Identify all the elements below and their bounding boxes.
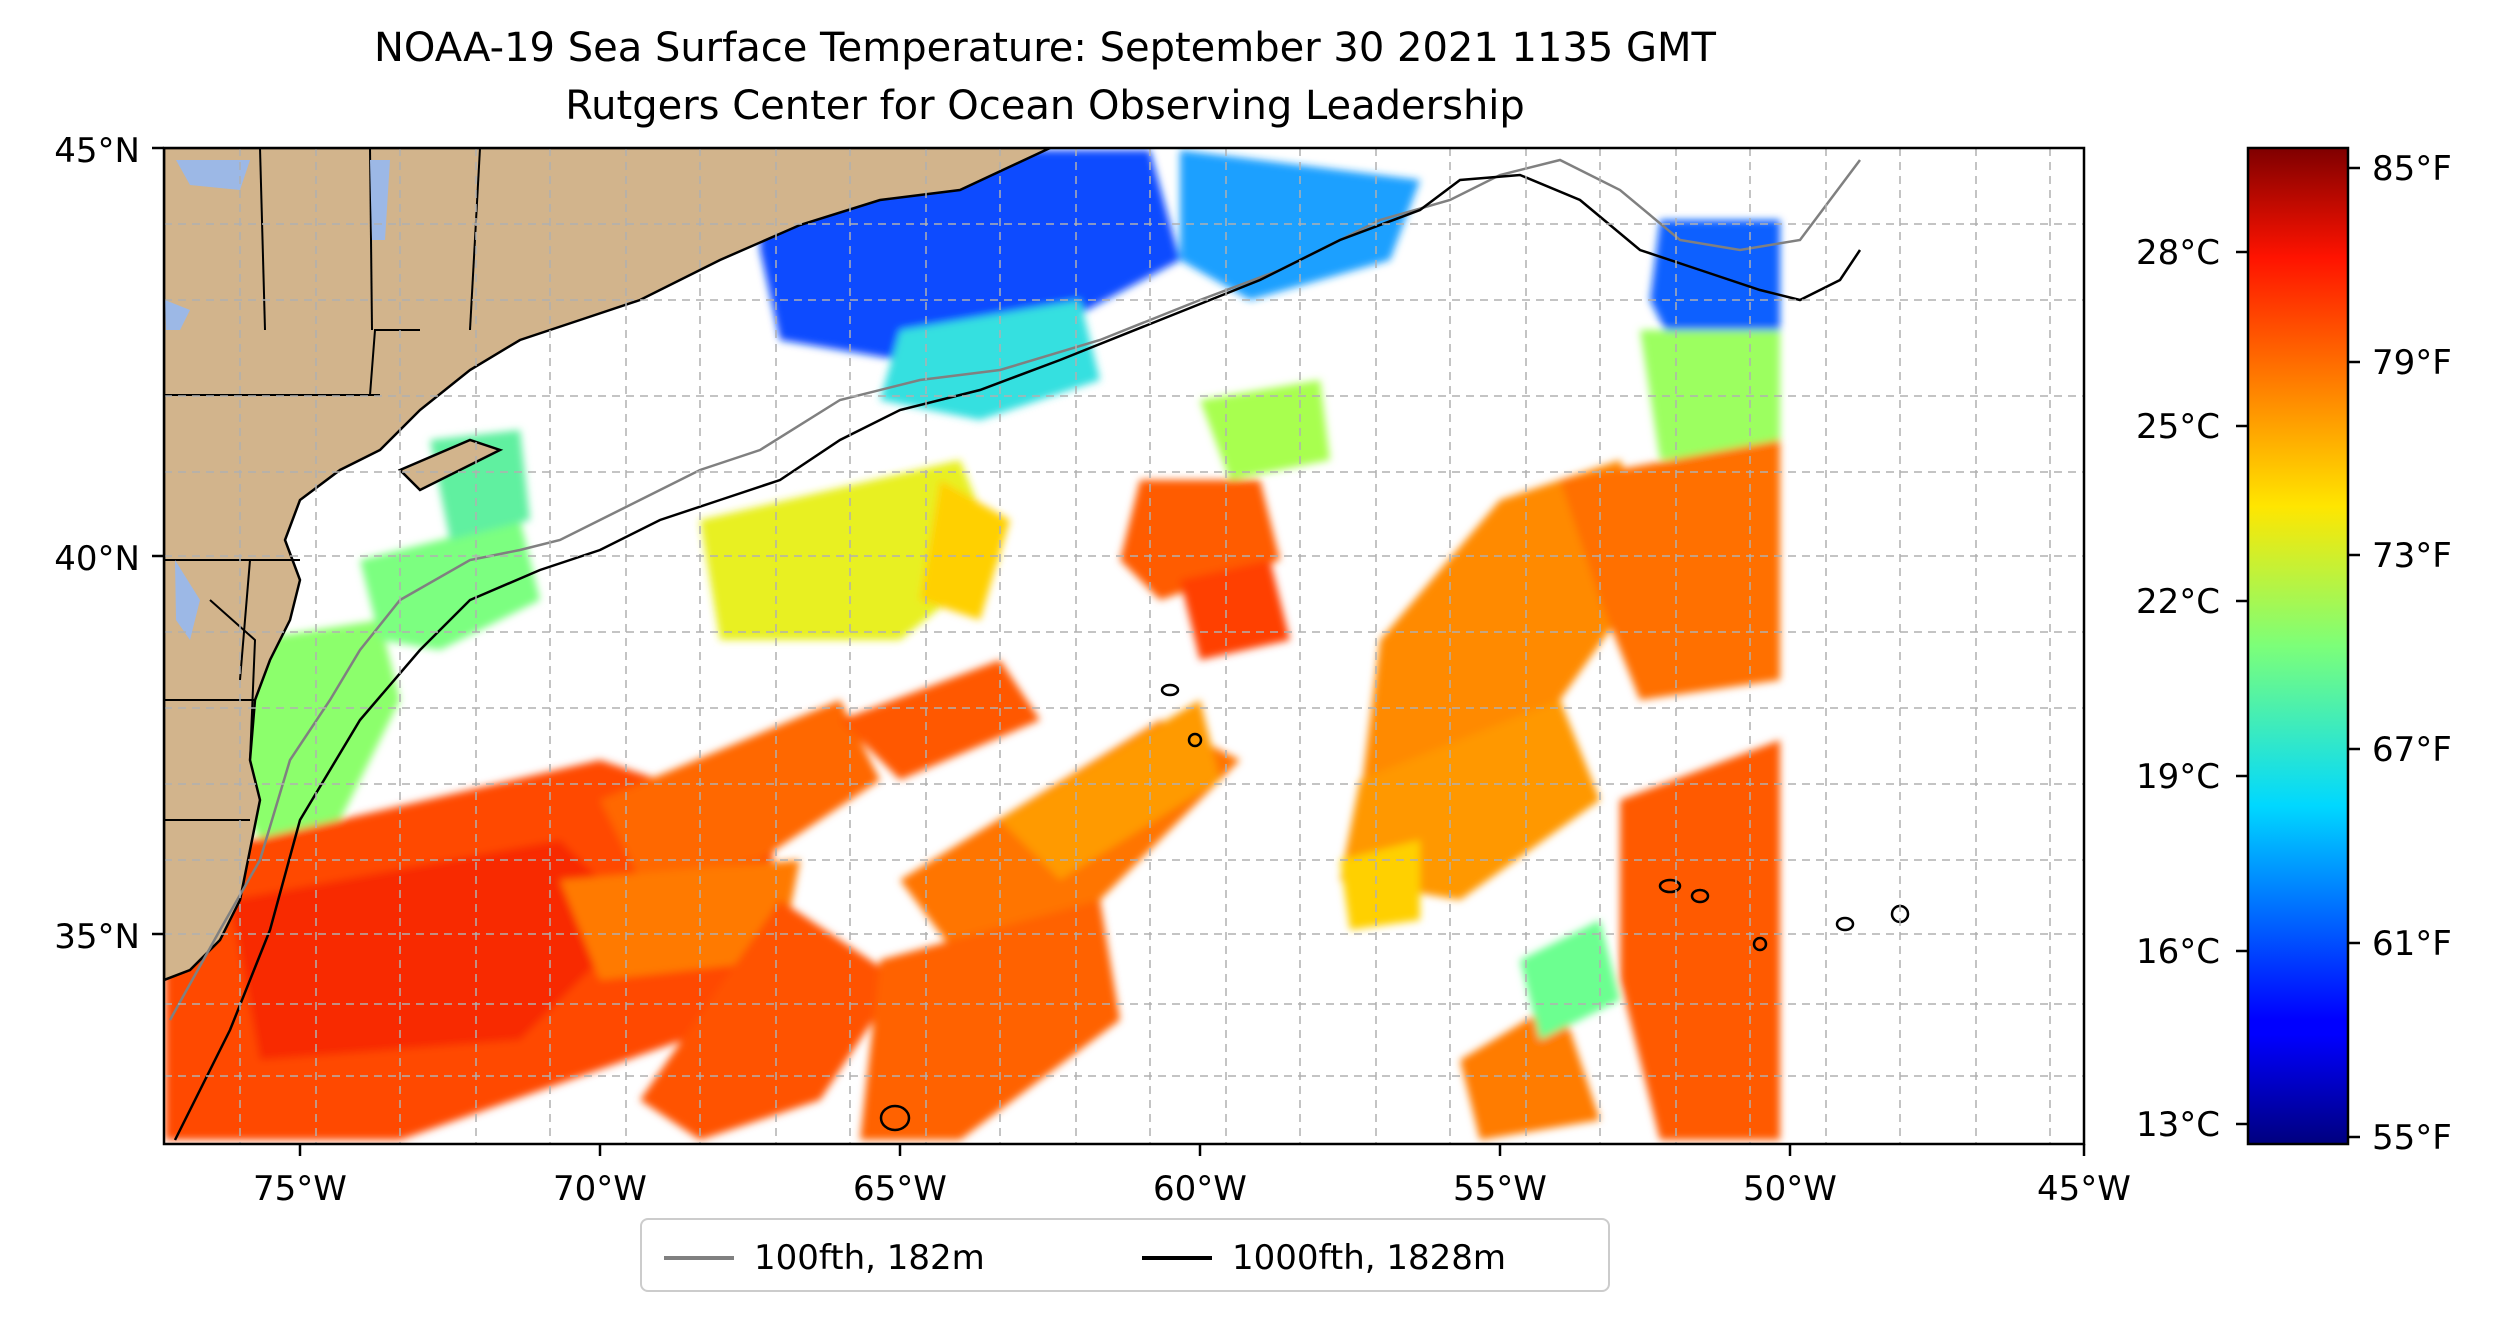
lon-label-65w: 65°W — [853, 1169, 947, 1209]
map-frame — [162, 146, 2086, 1146]
legend-item-100fth: 100fth, 182m — [664, 1238, 985, 1278]
colorbar-ticks — [2236, 166, 2360, 1139]
legend-swatch-1000fth — [1142, 1256, 1212, 1260]
lakes — [165, 160, 390, 640]
colorbar-c-25: 25°C — [2136, 407, 2220, 447]
colorbar-f-55: 55°F — [2372, 1118, 2452, 1158]
colorbar-f-73: 73°F — [2372, 536, 2452, 576]
legend-swatch-100fth — [664, 1256, 734, 1260]
legend-label-1000fth: 1000fth, 1828m — [1232, 1238, 1507, 1278]
lon-label-45w: 45°W — [2037, 1169, 2131, 1209]
colorbar-c-16: 16°C — [2136, 932, 2220, 972]
land-mass — [164, 148, 1051, 982]
sst-data-layer — [165, 150, 1780, 1140]
axis-ticks — [152, 146, 2086, 1156]
colorbar — [2246, 146, 2350, 1146]
legend-label-100fth: 100fth, 182m — [754, 1238, 985, 1278]
lon-label-70w: 70°W — [553, 1169, 647, 1209]
state-borders — [164, 148, 481, 821]
isobath-100fth — [168, 158, 1861, 1021]
gridlines — [164, 148, 2084, 1144]
lat-label-35n: 35°N — [54, 917, 140, 957]
lon-label-75w: 75°W — [253, 1169, 347, 1209]
legend: 100fth, 182m 1000fth, 1828m — [640, 1218, 1610, 1292]
lat-label-45n: 45°N — [54, 131, 140, 171]
long-island — [397, 438, 504, 492]
legend-item-1000fth: 1000fth, 1828m — [1142, 1238, 1506, 1278]
colorbar-f-61: 61°F — [2372, 924, 2452, 964]
colorbar-c-13: 13°C — [2136, 1105, 2220, 1145]
map-title: NOAA-19 Sea Surface Temperature: Septemb… — [374, 25, 1716, 71]
lon-label-60w: 60°W — [1153, 1169, 1247, 1209]
map-area — [164, 148, 2084, 1144]
lon-label-55w: 55°W — [1453, 1169, 1547, 1209]
colorbar-f-67: 67°F — [2372, 730, 2452, 770]
colorbar-c-19: 19°C — [2136, 757, 2220, 797]
colorbar-c-22: 22°C — [2136, 582, 2220, 622]
colorbar-f-79: 79°F — [2372, 343, 2452, 383]
colorbar-c-28: 28°C — [2136, 233, 2220, 273]
lat-label-40n: 40°N — [54, 539, 140, 579]
seamounts — [879, 683, 1910, 1132]
lon-label-50w: 50°W — [1743, 1169, 1837, 1209]
map-subtitle: Rutgers Center for Ocean Observing Leade… — [565, 83, 1525, 129]
colorbar-f-85: 85°F — [2372, 149, 2452, 189]
